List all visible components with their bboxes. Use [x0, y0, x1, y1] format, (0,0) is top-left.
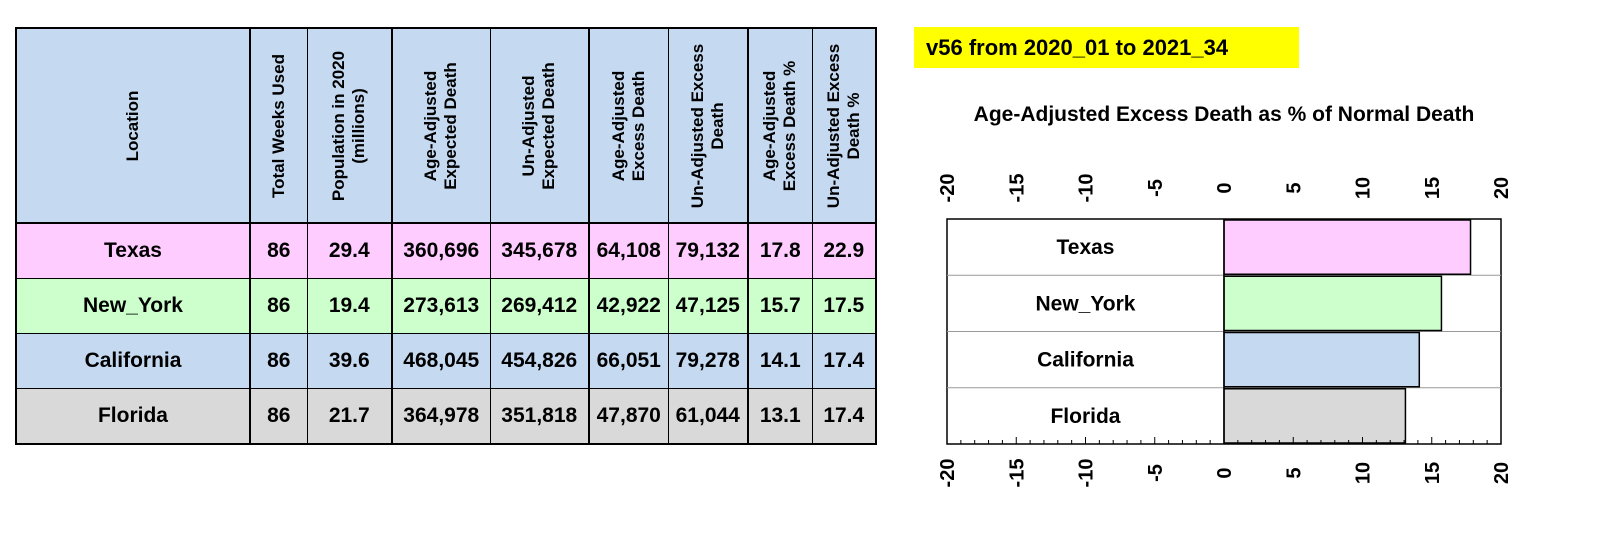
top-tick-label: -20 [937, 174, 959, 203]
top-tick-label: 5 [1283, 182, 1305, 193]
header-ua-excess: Un-Adjusted Excess Death [667, 27, 749, 224]
header-total-weeks: Total Weeks Used [249, 27, 308, 224]
header-ua-expected: Un-Adjusted Expected Death [489, 27, 590, 224]
cell-aa-pct: 13.1 [747, 388, 813, 445]
cell-population: 19.4 [306, 278, 393, 334]
top-tick-label: -10 [1076, 174, 1098, 203]
bottom-tick-label: 20 [1491, 462, 1513, 484]
cell-aa-pct: 15.7 [747, 278, 813, 334]
cell-ua-expected: 351,818 [489, 388, 590, 445]
cell-ua-pct: 22.9 [811, 222, 877, 279]
cell-ua-expected: 454,826 [489, 333, 590, 389]
cell-ua-pct: 17.5 [811, 278, 877, 334]
cell-aa-expected: 360,696 [391, 222, 491, 279]
cell-aa-excess: 64,108 [588, 222, 669, 279]
top-tick-label: -15 [1006, 174, 1028, 203]
cell-weeks: 86 [249, 388, 308, 445]
category-label: Texas [1057, 236, 1115, 259]
header-aa-excess: Age-Adjusted Excess Death [588, 27, 669, 224]
bar-california [1223, 331, 1421, 388]
cell-ua-excess: 79,278 [667, 333, 749, 389]
cell-aa-pct: 17.8 [747, 222, 813, 279]
cell-population: 39.6 [306, 333, 393, 389]
bottom-tick-label: -15 [1006, 459, 1028, 488]
cell-aa-expected: 273,613 [391, 278, 491, 334]
cell-aa-excess: 47,870 [588, 388, 669, 445]
bottom-tick-label: 0 [1214, 467, 1236, 478]
cell-weeks: 86 [249, 278, 308, 334]
cell-population: 21.7 [306, 388, 393, 445]
cell-location: Texas [15, 222, 251, 279]
cell-aa-expected: 468,045 [391, 333, 491, 389]
bar-texas [1223, 219, 1472, 275]
top-tick-label: 20 [1491, 177, 1513, 199]
excess-death-bar-chart: Texas New_York California Florida -20 -20 -15 -… [937, 174, 1513, 488]
cell-aa-excess: 42,922 [588, 278, 669, 334]
table-row: California 86 39.6 468,045 454,826 66,051 79,2… [15, 333, 877, 389]
header-population: Population in 2020 (millions) [306, 27, 393, 224]
cell-ua-expected: 269,412 [489, 278, 590, 334]
category-label: California [1037, 349, 1134, 372]
cell-aa-pct: 14.1 [747, 333, 813, 389]
header-ua-pct: Un-Adjusted Excess Death % [811, 27, 877, 224]
table-row: Florida 86 21.7 364,978 351,818 47,870 61,044 1… [15, 388, 877, 445]
bottom-tick-label: 5 [1283, 467, 1305, 478]
bar-florida [1223, 388, 1407, 444]
cell-ua-excess: 47,125 [667, 278, 749, 334]
cell-weeks: 86 [249, 222, 308, 279]
top-tick-label: 10 [1353, 177, 1375, 199]
date-range-banner: v56 from 2020_01 to 2021_34 [914, 27, 1299, 68]
header-location: Location [15, 27, 251, 224]
bottom-tick-label: -10 [1076, 459, 1098, 488]
header-aa-pct: Age-Adjusted Excess Death % [747, 27, 813, 224]
bottom-tick-label: -5 [1145, 464, 1167, 482]
header-aa-expected: Age-Adjusted Expected Death [391, 27, 491, 224]
chart-title: Age-Adjusted Excess Death as % of Normal… [973, 103, 1475, 126]
cell-aa-expected: 364,978 [391, 388, 491, 445]
table-header-row: Location Total Weeks Used Population in … [15, 27, 877, 224]
cell-ua-pct: 17.4 [811, 388, 877, 445]
table-row: New_York 86 19.4 273,613 269,412 42,922 47,125… [15, 278, 877, 334]
bar-new-york [1223, 275, 1443, 332]
excess-death-table: Location Total Weeks Used Population in … [15, 27, 877, 445]
cell-ua-pct: 17.4 [811, 333, 877, 389]
bottom-tick-label: 15 [1422, 462, 1444, 484]
cell-weeks: 86 [249, 333, 308, 389]
category-label: Florida [1050, 405, 1120, 428]
bottom-tick-label: 10 [1353, 462, 1375, 484]
top-tick-label: 0 [1214, 182, 1236, 193]
table-row: Texas 86 29.4 360,696 345,678 64,108 79,132 17.… [15, 222, 877, 279]
cell-ua-excess: 79,132 [667, 222, 749, 279]
cell-location: Florida [15, 388, 251, 445]
top-tick-label: -5 [1145, 179, 1167, 197]
cell-ua-expected: 345,678 [489, 222, 590, 279]
cell-aa-excess: 66,051 [588, 333, 669, 389]
cell-location: New_York [15, 278, 251, 334]
bottom-tick-label: -20 [937, 459, 959, 488]
cell-population: 29.4 [306, 222, 393, 279]
top-tick-label: 15 [1422, 177, 1444, 199]
category-label: New_York [1036, 292, 1136, 315]
cell-location: California [15, 333, 251, 389]
cell-ua-excess: 61,044 [667, 388, 749, 445]
